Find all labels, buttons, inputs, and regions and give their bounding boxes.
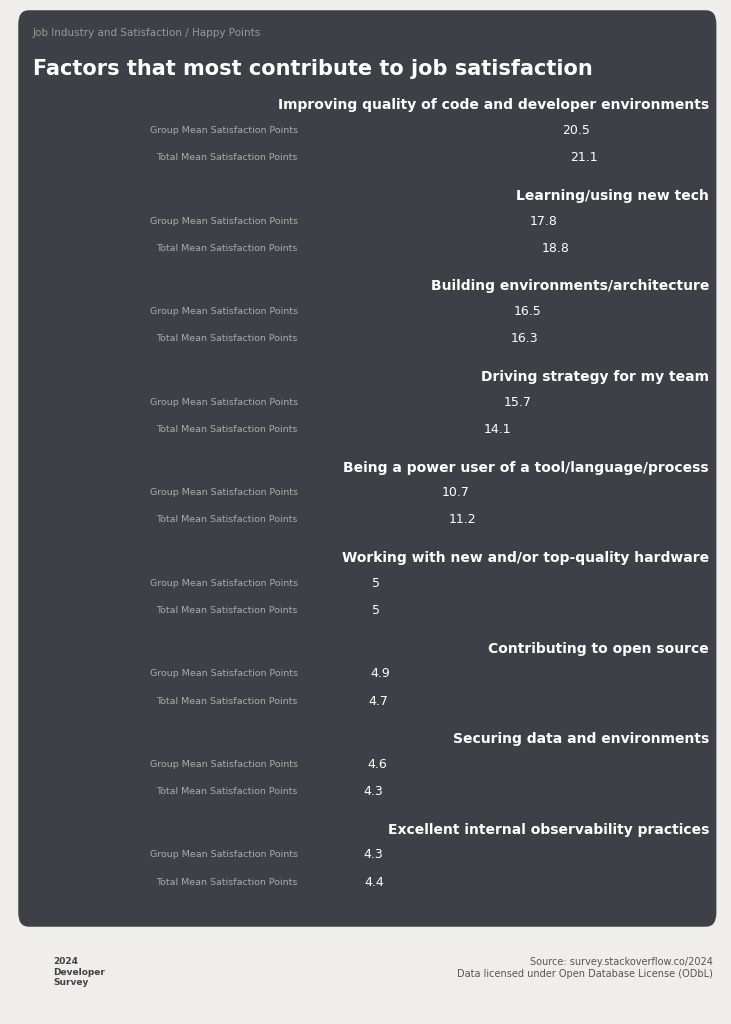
Text: 5: 5	[372, 604, 380, 616]
Text: Total Mean Satisfaction Points: Total Mean Satisfaction Points	[156, 878, 298, 887]
Text: Group Mean Satisfaction Points: Group Mean Satisfaction Points	[150, 760, 298, 769]
Text: Group Mean Satisfaction Points: Group Mean Satisfaction Points	[150, 670, 298, 678]
Text: Total Mean Satisfaction Points: Total Mean Satisfaction Points	[156, 515, 298, 524]
Text: Group Mean Satisfaction Points: Group Mean Satisfaction Points	[150, 307, 298, 316]
Text: 15.7: 15.7	[504, 395, 531, 409]
Text: 2024
Developer
Survey: 2024 Developer Survey	[53, 957, 105, 987]
Text: 14.1: 14.1	[484, 423, 512, 436]
Text: 4.3: 4.3	[363, 785, 383, 798]
Text: Working with new and/or top-quality hardware: Working with new and/or top-quality hard…	[342, 551, 709, 565]
Text: 5: 5	[372, 577, 380, 590]
Text: 4.7: 4.7	[368, 694, 388, 708]
Text: Group Mean Satisfaction Points: Group Mean Satisfaction Points	[150, 126, 298, 135]
Text: Group Mean Satisfaction Points: Group Mean Satisfaction Points	[150, 488, 298, 498]
Text: Total Mean Satisfaction Points: Total Mean Satisfaction Points	[156, 244, 298, 253]
Text: 18.8: 18.8	[542, 242, 569, 255]
Text: Learning/using new tech: Learning/using new tech	[516, 188, 709, 203]
Text: Source: survey.stackoverflow.co/2024
Data licensed under Open Database License (: Source: survey.stackoverflow.co/2024 Dat…	[457, 957, 713, 979]
Text: Building environments/architecture: Building environments/architecture	[431, 280, 709, 294]
Text: 4.3: 4.3	[363, 849, 383, 861]
Text: 16.3: 16.3	[511, 332, 539, 345]
Text: Total Mean Satisfaction Points: Total Mean Satisfaction Points	[156, 606, 298, 615]
Text: 4.6: 4.6	[367, 758, 387, 771]
Text: Group Mean Satisfaction Points: Group Mean Satisfaction Points	[150, 216, 298, 225]
Text: Excellent internal observability practices: Excellent internal observability practic…	[387, 823, 709, 837]
Text: 4.4: 4.4	[365, 876, 385, 889]
Text: Improving quality of code and developer environments: Improving quality of code and developer …	[278, 98, 709, 113]
Text: Contributing to open source: Contributing to open source	[488, 642, 709, 655]
Text: Total Mean Satisfaction Points: Total Mean Satisfaction Points	[156, 334, 298, 343]
Text: Group Mean Satisfaction Points: Group Mean Satisfaction Points	[150, 397, 298, 407]
Text: 17.8: 17.8	[529, 214, 557, 227]
Text: Total Mean Satisfaction Points: Total Mean Satisfaction Points	[156, 787, 298, 796]
Text: Total Mean Satisfaction Points: Total Mean Satisfaction Points	[156, 425, 298, 434]
Text: Group Mean Satisfaction Points: Group Mean Satisfaction Points	[150, 579, 298, 588]
Text: 11.2: 11.2	[448, 513, 476, 526]
Text: 4.9: 4.9	[371, 668, 390, 680]
Text: Job Industry and Satisfaction / Happy Points: Job Industry and Satisfaction / Happy Po…	[33, 28, 261, 38]
Text: Securing data and environments: Securing data and environments	[452, 732, 709, 746]
Text: Factors that most contribute to job satisfaction: Factors that most contribute to job sati…	[33, 59, 593, 80]
Text: 21.1: 21.1	[569, 152, 597, 164]
Text: 10.7: 10.7	[442, 486, 470, 500]
Text: 20.5: 20.5	[562, 124, 591, 137]
Text: 16.5: 16.5	[513, 305, 541, 318]
Text: Group Mean Satisfaction Points: Group Mean Satisfaction Points	[150, 851, 298, 859]
FancyBboxPatch shape	[18, 10, 716, 927]
Text: Total Mean Satisfaction Points: Total Mean Satisfaction Points	[156, 154, 298, 162]
Text: Driving strategy for my team: Driving strategy for my team	[481, 370, 709, 384]
Text: Being a power user of a tool/language/process: Being a power user of a tool/language/pr…	[344, 461, 709, 474]
Text: Total Mean Satisfaction Points: Total Mean Satisfaction Points	[156, 696, 298, 706]
